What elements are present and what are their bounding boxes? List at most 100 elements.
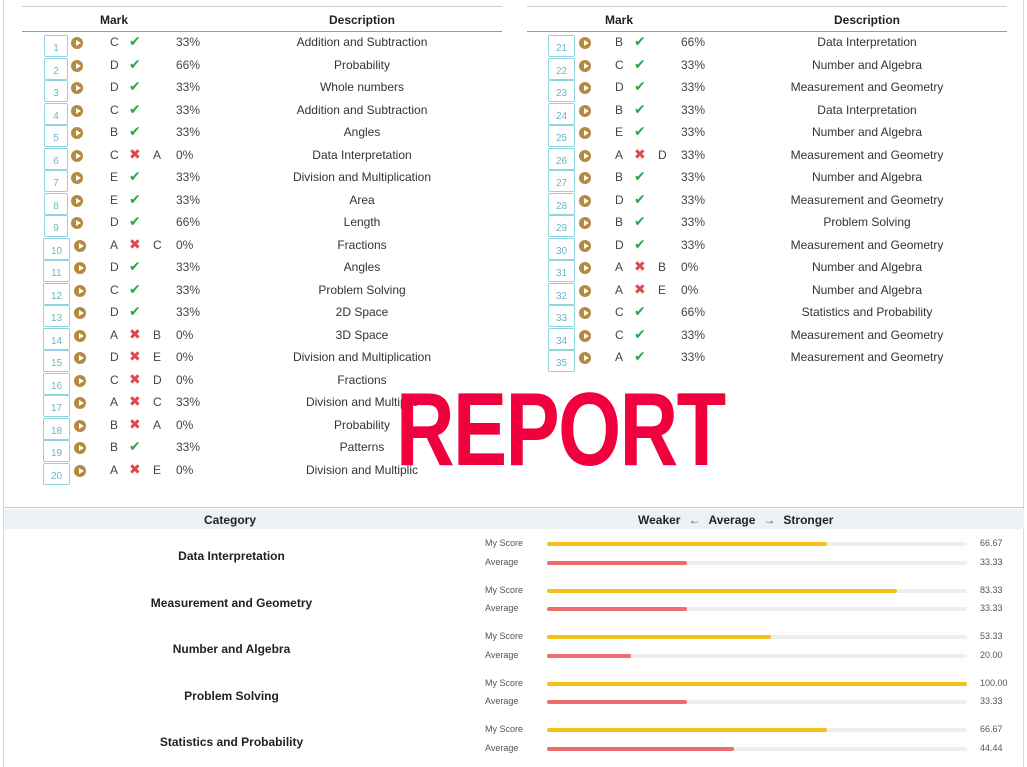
question-number-button[interactable]: 27 [548, 170, 575, 192]
question-description: Fractions [337, 372, 387, 387]
question-number-button[interactable]: 10 [43, 237, 70, 260]
play-circle-icon[interactable] [579, 239, 591, 252]
question-number-button[interactable]: 29 [548, 215, 575, 237]
question-number-button[interactable]: 23 [548, 80, 575, 102]
question-number-button[interactable]: 6 [44, 147, 68, 170]
question-number-button[interactable]: 21 [548, 35, 575, 57]
correct-answer: A [153, 417, 162, 432]
category-row: Measurement and Geometry My Score 83.33 Ave… [4, 580, 1024, 626]
question-number-button[interactable]: 18 [43, 417, 70, 440]
question-row: 22 C ✔ 33% Number and Algebra [527, 55, 1007, 80]
play-circle-icon[interactable] [71, 172, 83, 184]
play-circle-icon[interactable] [74, 374, 86, 387]
my-score-bar: My Score 100.00 [4, 677, 1024, 691]
student-answer: D [110, 215, 119, 229]
my-score-bar-fill [547, 635, 771, 639]
play-circle-icon[interactable] [74, 284, 86, 297]
question-number-button[interactable]: 16 [43, 372, 70, 395]
play-circle-icon[interactable] [579, 82, 591, 94]
play-circle-icon[interactable] [74, 464, 86, 477]
play-circle-icon[interactable] [579, 149, 591, 162]
play-circle-icon[interactable] [579, 307, 591, 319]
category-header: Category Weaker ← Average → Stronger [4, 509, 1024, 529]
category-name: Measurement and Geometry [150, 595, 313, 610]
play-circle-icon[interactable] [579, 329, 591, 342]
check-icon: ✔ [634, 100, 646, 117]
question-number-button[interactable]: 35 [548, 350, 575, 372]
question-number-button[interactable]: 32 [548, 282, 575, 305]
question-number-button[interactable]: 26 [548, 147, 575, 170]
play-circle-icon[interactable] [579, 352, 591, 364]
question-number-button[interactable]: 15 [43, 350, 70, 372]
question-number-button[interactable]: 33 [548, 305, 575, 327]
play-circle-icon[interactable] [71, 59, 83, 72]
play-circle-icon[interactable] [579, 217, 591, 229]
question-number-button[interactable]: 28 [548, 192, 575, 215]
average-label: Average [708, 513, 756, 527]
percent-correct: 33% [176, 305, 201, 319]
play-circle-icon[interactable] [579, 59, 591, 72]
question-number-button[interactable]: 9 [44, 215, 68, 237]
play-circle-icon[interactable] [579, 194, 591, 207]
play-circle-icon[interactable] [71, 82, 83, 94]
question-row: 34 C ✔ 33% Measurement and Geometry [527, 325, 1007, 350]
percent-correct: 33% [176, 395, 201, 409]
play-circle-icon[interactable] [579, 284, 591, 297]
question-number-button[interactable]: 19 [43, 440, 70, 462]
percent-correct: 33% [176, 192, 201, 207]
play-circle-icon[interactable] [74, 262, 86, 274]
percent-correct: 33% [681, 327, 706, 342]
question-number-button[interactable]: 30 [548, 237, 575, 260]
question-number-button[interactable]: 4 [44, 102, 68, 125]
play-circle-icon[interactable] [71, 37, 83, 49]
question-number-button[interactable]: 8 [44, 192, 68, 215]
question-number-button[interactable]: 20 [43, 462, 70, 485]
check-icon: ✔ [129, 258, 141, 274]
play-circle-icon[interactable] [579, 172, 591, 184]
question-number-button[interactable]: 1 [44, 35, 68, 57]
play-circle-icon[interactable] [579, 37, 591, 49]
play-circle-icon[interactable] [71, 104, 83, 117]
question-description: Angles [343, 125, 381, 139]
question-description: Measurement and Geometry [790, 147, 944, 162]
play-circle-icon[interactable] [579, 262, 591, 274]
correct-answer: B [153, 327, 162, 342]
play-circle-icon[interactable] [71, 217, 83, 229]
report-watermark: REPORT [396, 372, 726, 488]
play-circle-icon[interactable] [74, 239, 86, 252]
question-number-button[interactable]: 31 [548, 260, 575, 282]
student-answer: C [110, 102, 119, 117]
mark-column-header: Mark [605, 13, 634, 27]
question-row: 35 A ✔ 33% Measurement and Geometry [527, 347, 1007, 372]
question-number-button[interactable]: 5 [44, 125, 68, 147]
play-circle-icon[interactable] [74, 307, 86, 319]
category-name: Data Interpretation [178, 549, 285, 563]
category-name: Statistics and Probability [159, 735, 304, 749]
play-circle-icon[interactable] [74, 329, 86, 342]
question-number-button[interactable]: 17 [43, 395, 70, 417]
play-circle-icon[interactable] [74, 352, 86, 364]
question-number-button[interactable]: 2 [44, 57, 68, 80]
my-score-bar-value: 66.67 [980, 538, 1003, 548]
question-number-button[interactable]: 7 [44, 170, 68, 192]
average-bar-label: Average [485, 556, 519, 567]
question-number-button[interactable]: 12 [43, 282, 70, 305]
play-circle-icon[interactable] [579, 104, 591, 117]
play-circle-icon[interactable] [74, 442, 86, 454]
play-circle-icon[interactable] [74, 419, 86, 432]
question-number-button[interactable]: 25 [548, 125, 575, 147]
play-circle-icon[interactable] [579, 127, 591, 139]
play-circle-icon[interactable] [71, 127, 83, 139]
question-row: 6 C ✖ A 0% Data Interpretation [22, 145, 502, 170]
question-number-button[interactable]: 14 [43, 327, 70, 350]
play-circle-icon[interactable] [74, 397, 86, 409]
check-icon: ✔ [634, 55, 646, 72]
question-number-button[interactable]: 24 [548, 102, 575, 125]
question-number-button[interactable]: 11 [43, 260, 70, 282]
question-number-button[interactable]: 22 [548, 57, 575, 80]
question-number-button[interactable]: 34 [548, 327, 575, 350]
play-circle-icon[interactable] [71, 194, 83, 207]
play-circle-icon[interactable] [71, 149, 83, 162]
question-number-button[interactable]: 13 [43, 305, 70, 327]
question-number-button[interactable]: 3 [44, 80, 68, 102]
